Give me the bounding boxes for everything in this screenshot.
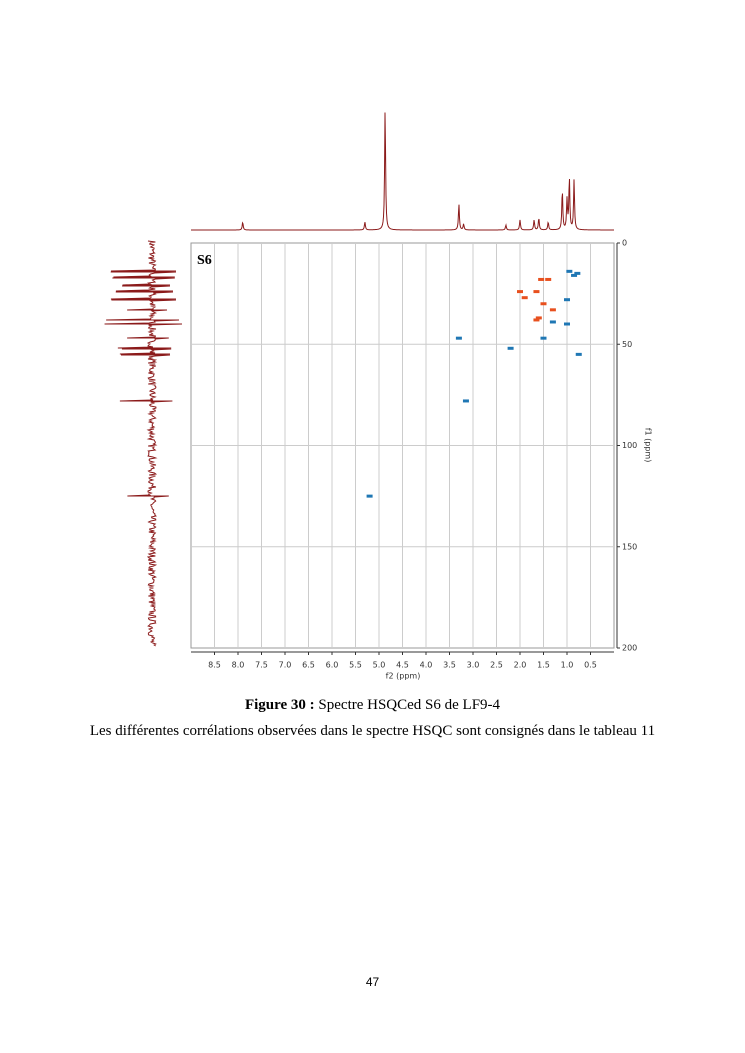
y-tick-label: 50 — [622, 340, 632, 349]
caption-label: Figure 30 : — [244, 697, 315, 713]
cross-peak — [549, 308, 556, 312]
cross-peak — [566, 269, 573, 273]
x-tick-label: 3.0 — [467, 661, 480, 670]
cross-peak — [455, 336, 462, 340]
cross-peak — [540, 336, 547, 340]
x-tick-label: 7.0 — [279, 661, 292, 670]
x-tick-label: 6.5 — [302, 661, 315, 670]
y-tick-label: 100 — [622, 441, 637, 450]
x-tick-label: 2.0 — [514, 661, 527, 670]
y-tick-label: 150 — [622, 542, 637, 551]
cross-peak — [571, 273, 578, 277]
cross-peak — [507, 346, 514, 350]
x-tick-label: 8.0 — [232, 661, 245, 670]
cross-peak — [517, 290, 523, 294]
x-tick-label: 5.0 — [373, 661, 386, 670]
x-tick-label: 7.5 — [255, 661, 268, 670]
x-tick-label: 2.5 — [490, 661, 503, 670]
caption-text: Spectre HSQCed S6 de LF9-4 — [318, 697, 501, 713]
page-number: 47 — [365, 975, 380, 989]
proton-projection — [191, 112, 614, 231]
cross-peak — [521, 296, 528, 300]
x-tick-label: 4.5 — [396, 661, 409, 670]
cross-peak — [462, 399, 469, 403]
x-tick-label: 1.5 — [537, 661, 550, 670]
x-tick-label: 8.5 — [208, 661, 221, 670]
x-tick-label: 1.0 — [561, 661, 574, 670]
paragraph: Les différentes corrélations observées d… — [89, 723, 656, 739]
cross-peak — [574, 271, 581, 275]
x-tick-label: 4.0 — [420, 661, 433, 670]
cross-peak — [564, 298, 570, 302]
cross-peak — [533, 318, 540, 322]
cross-peak — [549, 320, 556, 324]
x-tick-label: 5.5 — [349, 661, 362, 670]
x-axis-label: f2 (ppm) — [386, 672, 421, 681]
cross-peak — [540, 302, 547, 306]
cross-peak — [533, 290, 540, 294]
cross-peak — [366, 494, 373, 498]
figure: S6 f2 (ppm) f1 (ppm) 8.5 8.0 7.5 7.0 6.5 6.0 5… — [104, 112, 653, 681]
x-tick-label: 0.5 — [584, 661, 597, 670]
y-tick-label: 0 — [622, 239, 627, 248]
cross-peak — [538, 277, 545, 281]
y-axis-label: f1 (ppm) — [644, 428, 653, 463]
cross-peak — [564, 322, 570, 326]
x-tick-label: 6.0 — [326, 661, 339, 670]
cross-peak — [535, 316, 542, 320]
cross-peak — [545, 277, 552, 281]
carbon-projection — [104, 240, 183, 647]
x-tick-label: 3.5 — [443, 661, 456, 670]
panel-label: S6 — [197, 253, 212, 268]
cross-peak — [575, 352, 582, 356]
figure-caption: Figure 30 : Spectre HSQCed S6 de LF9-4 — [0, 697, 745, 714]
y-tick-label: 200 — [622, 644, 637, 653]
